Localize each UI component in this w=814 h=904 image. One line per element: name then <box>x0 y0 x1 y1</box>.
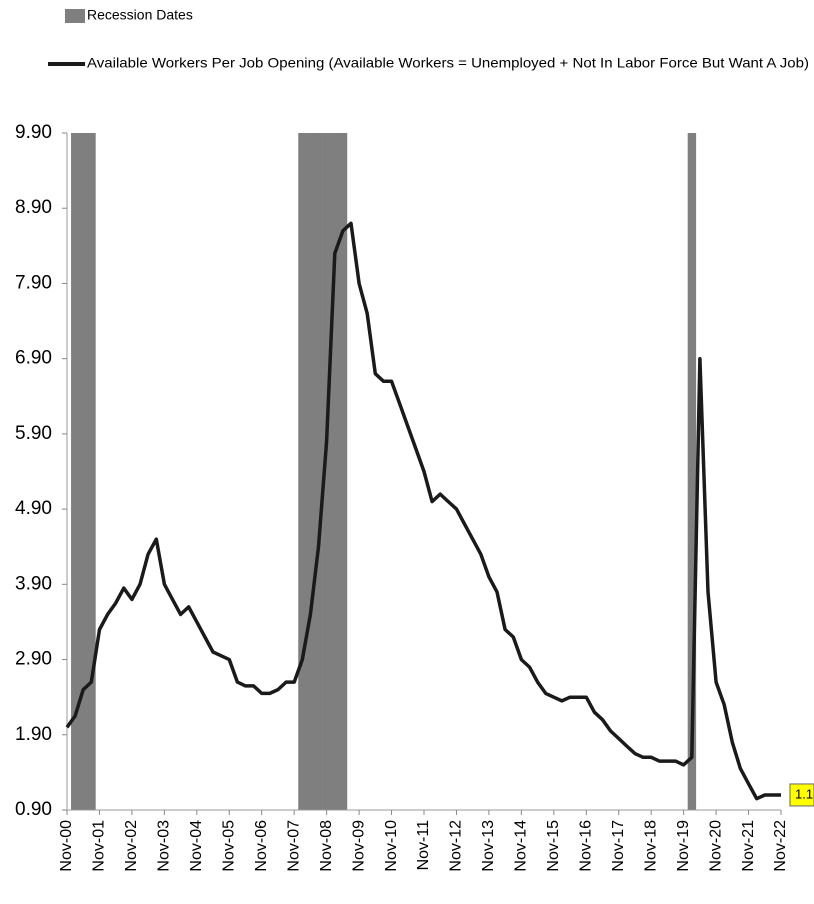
recession-bar <box>87 133 96 810</box>
recession-bar <box>330 133 340 810</box>
x-tick-label: Nov-01 <box>91 820 108 872</box>
x-tick-label: Nov-08 <box>318 820 335 872</box>
y-tick-label: 3.90 <box>15 573 52 594</box>
recession-bar <box>71 133 80 810</box>
recession-bar <box>79 133 88 810</box>
recession-bar <box>298 133 307 810</box>
y-tick-label: 9.90 <box>15 122 52 143</box>
x-tick-label: Nov-02 <box>123 820 140 872</box>
x-tick-label: Nov-18 <box>642 820 659 872</box>
x-tick-label: Nov-22 <box>772 820 789 872</box>
legend-label: Recession Dates <box>87 7 193 23</box>
x-tick-label: Nov-06 <box>253 820 270 872</box>
value-label: 1.1 <box>795 786 813 801</box>
x-tick-label: Nov-00 <box>58 820 75 872</box>
x-tick-label: Nov-04 <box>188 820 205 872</box>
x-tick-label: Nov-05 <box>220 820 237 872</box>
y-tick-label: 4.90 <box>15 498 52 519</box>
x-tick-label: Nov-16 <box>577 820 594 872</box>
x-tick-label: Nov-19 <box>675 820 692 872</box>
recession-bar <box>338 133 348 810</box>
x-tick-label: Nov-17 <box>610 820 627 872</box>
y-tick-label: 7.90 <box>15 272 52 293</box>
value-label-box <box>789 783 814 807</box>
line-series <box>65 221 781 801</box>
legend-label: Available Workers Per Job Opening (Avail… <box>87 55 809 71</box>
recession-bar <box>322 133 331 810</box>
x-tick-label: Nov-13 <box>480 820 497 872</box>
y-tick-label: 5.90 <box>15 423 52 444</box>
recession-bar <box>306 133 315 810</box>
recession-bar <box>314 133 323 810</box>
y-tick-label: 0.90 <box>15 799 52 820</box>
x-tick-label: Nov-09 <box>350 820 367 872</box>
x-tick-label: Nov-15 <box>545 820 562 872</box>
x-tick-label: Nov-20 <box>707 820 724 872</box>
x-tick-label: Nov-11 <box>415 820 432 870</box>
legend-swatch <box>65 9 85 23</box>
x-tick-label: Nov-03 <box>156 820 173 872</box>
recession-bar <box>687 133 697 810</box>
x-tick-label: Nov-12 <box>448 820 465 872</box>
x-tick-label: Nov-14 <box>513 820 530 872</box>
x-tick-label: Nov-10 <box>383 820 400 872</box>
y-tick-label: 2.90 <box>15 649 52 670</box>
y-tick-label: 1.90 <box>15 724 52 745</box>
y-tick-label: 8.90 <box>15 197 52 218</box>
x-tick-label: Nov-07 <box>285 820 302 872</box>
x-tick-label: Nov-21 <box>740 820 757 872</box>
y-tick-label: 6.90 <box>15 348 52 369</box>
